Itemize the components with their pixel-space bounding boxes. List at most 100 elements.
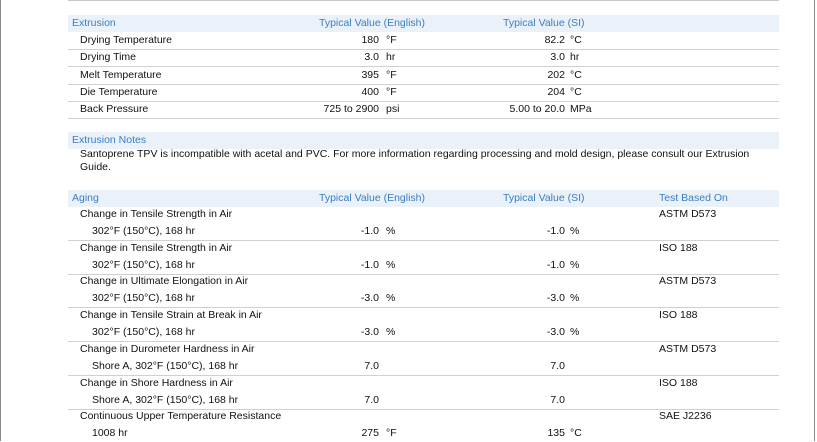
aging-col-si: Typical Value (SI): [503, 192, 585, 204]
page-right-edge: [814, 0, 815, 441]
si-unit: %: [570, 259, 580, 271]
si-value: 7.0: [550, 394, 565, 406]
property-name: Change in Ultimate Elongation in Air: [80, 275, 249, 287]
english-unit: %: [386, 292, 396, 304]
english-value: 725 to 2900: [323, 103, 379, 115]
english-unit: %: [386, 225, 396, 237]
extrusion-notes-text: Santoprene TPV is incompatible with acet…: [80, 148, 750, 173]
si-value: 204: [547, 86, 565, 98]
aging-col-test: Test Based On: [659, 192, 728, 204]
aging-row-title: Change in Tensile Strain at Break in Air…: [68, 307, 779, 324]
english-unit: °F: [386, 69, 397, 81]
extrusion-title: Extrusion: [72, 17, 116, 29]
english-unit: hr: [386, 51, 396, 63]
property-name: Die Temperature: [80, 86, 158, 98]
aging-row-values: 302°F (150°C), 168 hr -3.0% -3.0%: [68, 290, 779, 308]
english-value: 395: [361, 69, 379, 81]
test-condition: Shore A, 302°F (150°C), 168 hr: [92, 394, 239, 406]
test-method: SAE J2236: [659, 410, 712, 422]
english-unit: %: [386, 326, 396, 338]
english-unit: %: [386, 259, 396, 271]
si-value: -1.0: [546, 259, 565, 271]
property-name: Back Pressure: [80, 103, 149, 115]
aging-row-title: Change in Shore Hardness in Air ISO 188: [68, 375, 779, 392]
extrusion-row: Back Pressure 725 to 2900 psi 5.00 to 20.0 M…: [68, 101, 779, 119]
si-unit: °C: [570, 34, 582, 46]
english-value: 7.0: [364, 360, 379, 372]
aging-row-values: 302°F (150°C), 168 hr -3.0% -3.0%: [68, 324, 779, 342]
property-name: Change in Shore Hardness in Air: [80, 377, 233, 389]
aging-row-title: Change in Durometer Hardness in Air ASTM …: [68, 341, 779, 358]
test-method: ISO 188: [659, 309, 698, 321]
si-value: -3.0: [546, 326, 565, 338]
english-value: -1.0: [360, 225, 379, 237]
property-name: Change in Durometer Hardness in Air: [80, 343, 255, 355]
top-rule: [68, 0, 779, 1]
property-name: Melt Temperature: [80, 69, 162, 81]
aging-row-values: 1008 hr 275 °F 135 °C: [68, 425, 779, 442]
si-value: -1.0: [546, 225, 565, 237]
si-unit: %: [570, 292, 580, 304]
extrusion-col-si: Typical Value (SI): [503, 17, 585, 29]
property-name: Drying Temperature: [80, 34, 173, 46]
test-condition: Shore A, 302°F (150°C), 168 hr: [92, 360, 239, 372]
si-value: 7.0: [550, 360, 565, 372]
english-unit: °F: [386, 427, 397, 439]
test-method: ISO 188: [659, 242, 698, 254]
test-method: ASTM D573: [659, 275, 717, 287]
extrusion-row: Die Temperature 400 °F 204 °C: [68, 84, 779, 102]
test-condition: 302°F (150°C), 168 hr: [92, 326, 195, 338]
property-name: Change in Tensile Strength in Air: [80, 208, 233, 220]
english-value: -3.0: [360, 292, 379, 304]
extrusion-header: Extrusion Typical Value (English) Typica…: [68, 15, 779, 32]
aging-row-values: Shore A, 302°F (150°C), 168 hr 7.0 7.0: [68, 358, 779, 376]
english-unit: °F: [386, 34, 397, 46]
si-unit: %: [570, 326, 580, 338]
aging-title: Aging: [72, 192, 99, 204]
english-value: 180: [361, 34, 379, 46]
si-unit: %: [570, 225, 580, 237]
aging-header: Aging Typical Value (English) Typical Va…: [68, 190, 779, 207]
english-unit: psi: [386, 103, 400, 115]
si-unit: °C: [570, 427, 582, 439]
english-value: -1.0: [360, 259, 379, 271]
property-name: Continuous Upper Temperature Resistance: [80, 410, 282, 422]
extrusion-col-english: Typical Value (English): [319, 17, 426, 29]
aging-row-values: 302°F (150°C), 168 hr -1.0% -1.0%: [68, 223, 779, 241]
si-value: 82.2: [544, 34, 565, 46]
extrusion-row: Drying Time 3.0 hr 3.0 hr: [68, 49, 779, 67]
test-method: ASTM D573: [659, 343, 717, 355]
si-value: 202: [547, 69, 565, 81]
property-name: Change in Tensile Strain at Break in Air: [80, 309, 262, 321]
si-unit: hr: [570, 51, 580, 63]
aging-row-values: 302°F (150°C), 168 hr -1.0% -1.0%: [68, 257, 779, 275]
si-unit: °C: [570, 69, 582, 81]
property-name: Change in Tensile Strength in Air: [80, 242, 233, 254]
aging-row-title: Change in Tensile Strength in Air ASTM D5…: [68, 206, 779, 223]
test-condition: 302°F (150°C), 168 hr: [92, 259, 195, 271]
extrusion-row: Melt Temperature 395 °F 202 °C: [68, 67, 779, 85]
english-value: 3.0: [364, 51, 379, 63]
aging-row-title: Change in Tensile Strength in Air ISO 188: [68, 240, 779, 257]
test-condition: 302°F (150°C), 168 hr: [92, 225, 195, 237]
si-value: -3.0: [546, 292, 565, 304]
test-condition: 302°F (150°C), 168 hr: [92, 292, 195, 304]
property-name: Drying Time: [80, 51, 137, 63]
si-unit: °C: [570, 86, 582, 98]
si-value: 3.0: [550, 51, 565, 63]
english-value: 7.0: [364, 394, 379, 406]
aging-col-english: Typical Value (English): [319, 192, 426, 204]
si-unit: MPa: [570, 103, 592, 115]
extrusion-notes-header: Extrusion Notes: [68, 132, 779, 149]
extrusion-notes-title: Extrusion Notes: [72, 134, 147, 146]
aging-row-title: Change in Ultimate Elongation in Air ASTM…: [68, 273, 779, 290]
english-value: -3.0: [360, 326, 379, 338]
test-condition: 1008 hr: [92, 427, 128, 439]
english-unit: °F: [386, 86, 397, 98]
test-method: ISO 188: [659, 377, 698, 389]
english-value: 400: [361, 86, 379, 98]
page-left-edge: [0, 0, 1, 441]
extrusion-row: Drying Temperature 180 °F 82.2 °C: [68, 32, 779, 50]
english-value: 275: [361, 427, 379, 439]
aging-row-title: Continuous Upper Temperature Resistance S…: [68, 408, 779, 425]
